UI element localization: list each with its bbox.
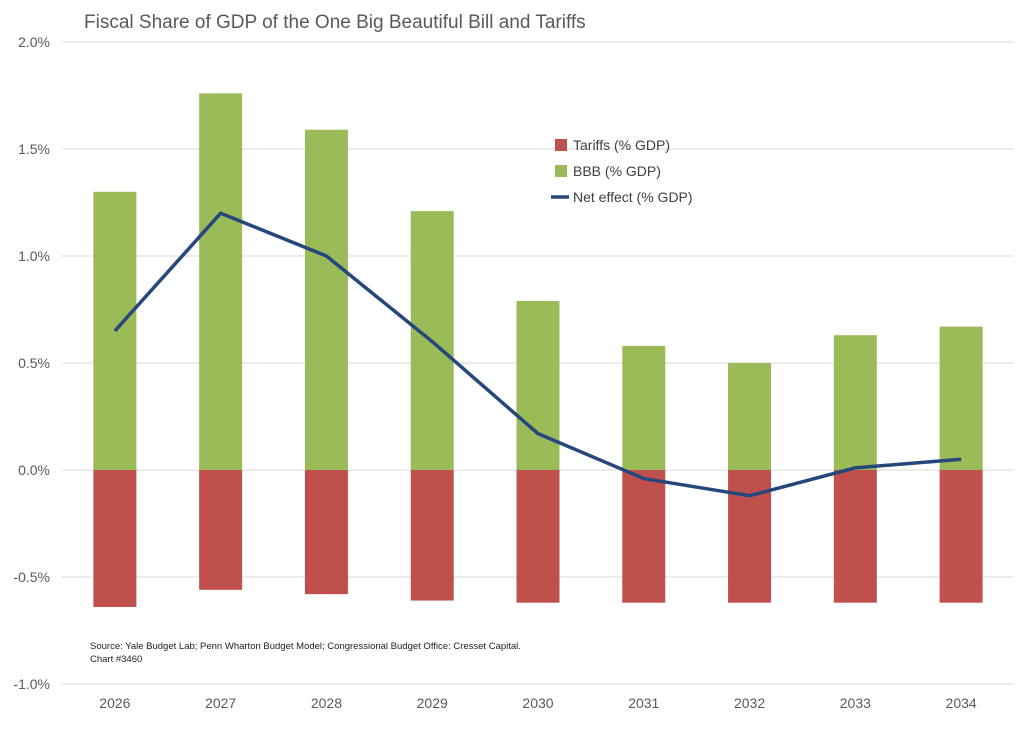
legend-label: BBB (% GDP) (573, 163, 661, 179)
y-tick-label: 1.5% (18, 141, 50, 157)
x-tick-label: 2029 (417, 695, 448, 711)
bar-bbb (939, 326, 983, 470)
chart-number: Chart #3460 (90, 654, 143, 665)
bar-bbb (199, 93, 243, 471)
x-tick-label: 2033 (840, 695, 871, 711)
bar-bbb (516, 300, 560, 470)
x-tick-label: 2028 (311, 695, 342, 711)
y-tick-label: 0.0% (18, 462, 50, 478)
bar-tariffs (304, 470, 348, 595)
legend-label: Net effect (% GDP) (573, 189, 693, 205)
x-tick-label: 2027 (205, 695, 236, 711)
source-text: Source: Yale Budget Lab; Penn Wharton Bu… (90, 641, 521, 652)
x-tick-label: 2031 (628, 695, 659, 711)
bar-tariffs (410, 470, 454, 601)
x-tick-label: 2032 (734, 695, 765, 711)
bar-tariffs (516, 470, 560, 603)
legend-swatch (555, 165, 567, 177)
y-tick-label: -1.0% (13, 676, 50, 692)
chart-title: Fiscal Share of GDP of the One Big Beaut… (84, 12, 586, 33)
bar-tariffs (622, 470, 666, 603)
bar-bbb (833, 335, 877, 470)
source-note: Source: Yale Budget Lab; Penn Wharton Bu… (90, 640, 521, 666)
bar-bbb (622, 345, 666, 470)
x-tick-label: 2034 (946, 695, 977, 711)
bar-bbb (728, 363, 772, 470)
bar-tariffs (939, 470, 983, 603)
y-tick-label: 0.5% (18, 355, 50, 371)
y-tick-label: 1.0% (18, 248, 50, 264)
x-tick-label: 2026 (99, 695, 130, 711)
legend-label: Tariffs (% GDP) (573, 137, 670, 153)
bar-bbb (304, 129, 348, 471)
legend-swatch (555, 139, 567, 151)
bar-tariffs (833, 470, 877, 603)
bar-tariffs (93, 470, 137, 607)
bar-tariffs (728, 470, 772, 603)
y-tick-label: -0.5% (13, 569, 50, 585)
bar-tariffs (199, 470, 243, 590)
y-tick-label: 2.0% (18, 34, 50, 50)
x-tick-label: 2030 (522, 695, 553, 711)
